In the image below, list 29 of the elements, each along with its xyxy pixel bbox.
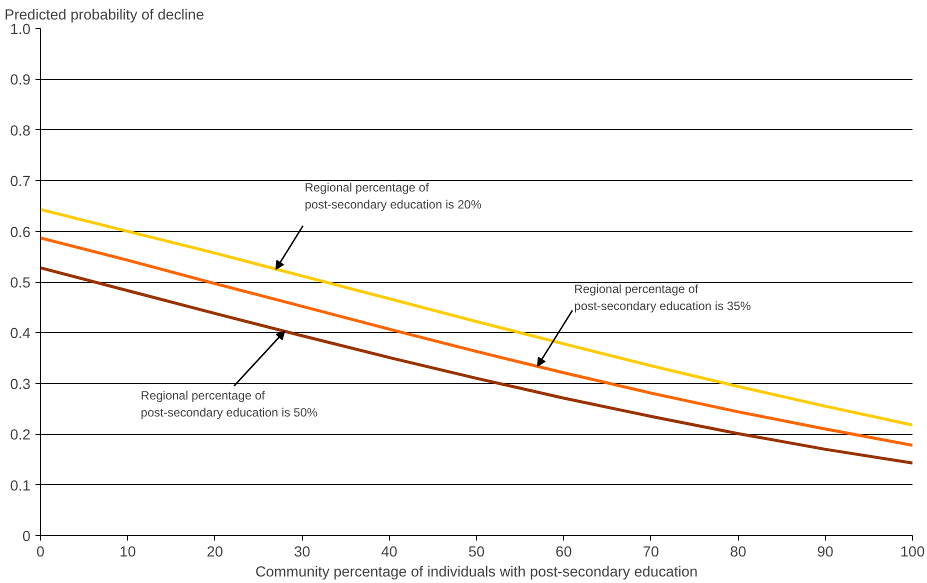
y-tick-label: 0.8 — [10, 123, 30, 140]
x-tick-label: 30 — [294, 544, 310, 560]
annotation: Regional percentage of post-secondary education is 35% — [574, 282, 752, 313]
x-tick-label: 0 — [36, 544, 45, 560]
x-tick-label: 50 — [468, 544, 485, 560]
y-tick-label: 0.3 — [10, 376, 30, 393]
y-axis-title: Predicted probability of decline — [4, 8, 204, 24]
x-tick-label: 10 — [120, 544, 136, 560]
y-tick-label: 0 — [22, 529, 31, 545]
annotation: Regional percentage of post-secondary education is 50% — [140, 388, 318, 420]
y-tick-label: 0.6 — [10, 224, 30, 241]
y-tick-label: 1.0 — [10, 22, 30, 38]
line-series — [40, 236, 912, 447]
annotation: Regional percentage of post-secondary education is 20% — [304, 180, 482, 212]
y-tick-label: 0.9 — [10, 72, 30, 89]
line-series — [40, 266, 912, 464]
x-tick-label: 100 — [900, 544, 925, 560]
x-axis-title: Community percentage of individuals with post-secondary education — [255, 564, 698, 580]
x-tick-label: 80 — [730, 544, 746, 560]
y-tick-label: 0.5 — [10, 276, 30, 292]
x-tick-label: 40 — [381, 544, 398, 560]
y-tick-label: 0.4 — [10, 326, 30, 342]
x-tick-label: 90 — [817, 544, 834, 560]
y-tick-label: 0.1 — [10, 478, 30, 494]
x-tick-label: 70 — [642, 544, 660, 560]
x-tick-label: 60 — [556, 544, 572, 560]
y-tick-label: 0.2 — [10, 428, 30, 444]
x-tick-label: 20 — [206, 544, 224, 560]
y-tick-label: 0.7 — [10, 174, 30, 190]
